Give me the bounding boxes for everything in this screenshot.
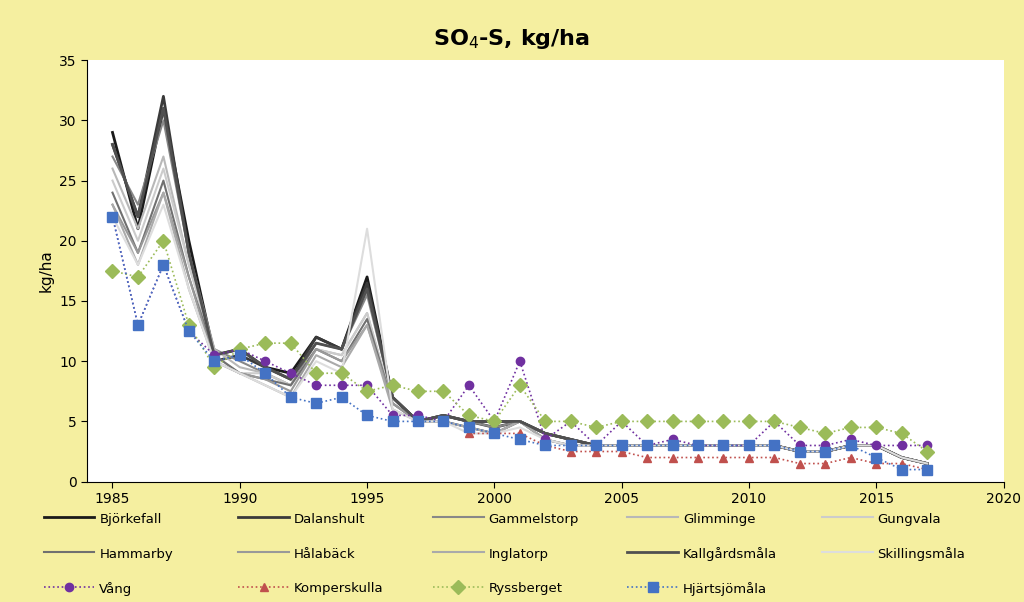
Text: Glimminge: Glimminge [683, 513, 756, 526]
Text: Inglatorp: Inglatorp [488, 548, 549, 560]
Text: Komperskulla: Komperskulla [294, 583, 384, 595]
Text: SO$_4$-S, kg/ha: SO$_4$-S, kg/ha [433, 27, 591, 51]
Text: Gungvala: Gungvala [878, 513, 941, 526]
Text: Hålabäck: Hålabäck [294, 548, 355, 560]
Text: Kallgårdsmåla: Kallgårdsmåla [683, 547, 777, 561]
Y-axis label: kg/ha: kg/ha [39, 249, 53, 293]
Text: Vång: Vång [99, 582, 132, 596]
Text: Skillingsmåla: Skillingsmåla [878, 547, 966, 561]
Text: Hammarby: Hammarby [99, 548, 173, 560]
Text: Gammelstorp: Gammelstorp [488, 513, 579, 526]
Text: Björkefall: Björkefall [99, 513, 162, 526]
Text: Dalanshult: Dalanshult [294, 513, 366, 526]
Text: Hjärtsjömåla: Hjärtsjömåla [683, 582, 767, 596]
Text: Ryssberget: Ryssberget [488, 583, 562, 595]
